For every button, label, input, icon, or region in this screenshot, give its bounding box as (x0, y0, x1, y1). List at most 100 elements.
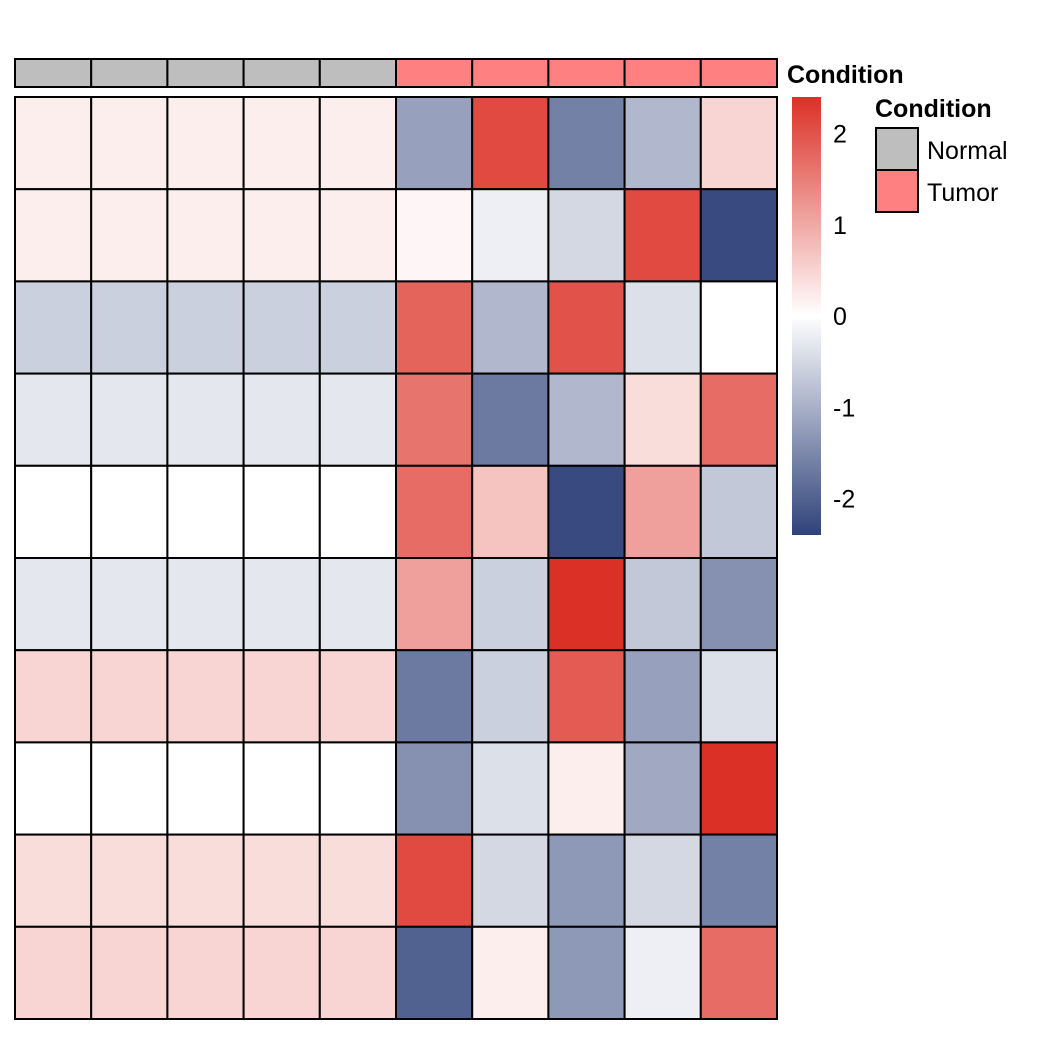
annotation-cell (395, 58, 474, 88)
heatmap-cell (623, 741, 702, 836)
heatmap-cell (471, 925, 550, 1020)
heatmap-cell (318, 741, 397, 836)
heatmap-cell (90, 96, 169, 191)
heatmap-cell (471, 372, 550, 467)
heatmap-cell (90, 464, 169, 559)
heatmap-cell (14, 925, 93, 1020)
color-scale-tick-label: 2 (833, 121, 847, 149)
heatmap-cell (242, 372, 321, 467)
heatmap-cell (547, 741, 626, 836)
heatmap-cell (623, 557, 702, 652)
heatmap-cell (14, 372, 93, 467)
heatmap-cell (623, 649, 702, 744)
heatmap-cell (318, 188, 397, 283)
heatmap-cell (395, 464, 474, 559)
heatmap-cell (318, 372, 397, 467)
annotation-cell (318, 58, 397, 88)
legend-swatch-tumor (875, 169, 919, 213)
heatmap-cell (90, 188, 169, 283)
heatmap-cell (471, 280, 550, 375)
heatmap-cell (547, 96, 626, 191)
heatmap-cell (318, 96, 397, 191)
heatmap-cell (547, 280, 626, 375)
heatmap-cell (166, 925, 245, 1020)
heatmap-cell (547, 464, 626, 559)
heatmap-cell (318, 280, 397, 375)
heatmap-cell (471, 741, 550, 836)
heatmap-cell (395, 925, 474, 1020)
heatmap-cell (699, 96, 778, 191)
heatmap-cell (242, 925, 321, 1020)
heatmap-cell (699, 833, 778, 928)
heatmap-cell (90, 649, 169, 744)
heatmap-cell (623, 464, 702, 559)
color-scale-tick-label: 1 (833, 212, 847, 240)
heatmap-cell (166, 741, 245, 836)
heatmap-cell (14, 96, 93, 191)
heatmap-cell (471, 833, 550, 928)
heatmap-cell (699, 557, 778, 652)
annotation-label: Condition (787, 61, 904, 89)
heatmap-cell (242, 557, 321, 652)
heatmap-cell (471, 557, 550, 652)
heatmap-cell (90, 925, 169, 1020)
heatmap-cell (14, 464, 93, 559)
annotation-cell (623, 58, 702, 88)
heatmap-cell (699, 280, 778, 375)
heatmap-cell (547, 188, 626, 283)
heatmap-cell (395, 96, 474, 191)
heatmap-cell (547, 649, 626, 744)
heatmap-cell (395, 833, 474, 928)
color-scale-tick-label: -2 (833, 486, 855, 514)
heatmap-cell (623, 280, 702, 375)
heatmap-cell (90, 372, 169, 467)
heatmap-cell (242, 280, 321, 375)
heatmap-cell (14, 280, 93, 375)
heatmap-cell (242, 188, 321, 283)
heatmap-cell (318, 925, 397, 1020)
heatmap-cell (395, 649, 474, 744)
heatmap-cell (623, 833, 702, 928)
annotation-cell (242, 58, 321, 88)
heatmap-cell (166, 649, 245, 744)
heatmap-cell (318, 557, 397, 652)
heatmap-cell (547, 372, 626, 467)
heatmap-cell (166, 280, 245, 375)
heatmap-cell (471, 649, 550, 744)
annotation-cell (547, 58, 626, 88)
heatmap-cell (318, 833, 397, 928)
legend-label-normal: Normal (927, 137, 1008, 165)
heatmap-cell (14, 188, 93, 283)
heatmap-cell (471, 188, 550, 283)
heatmap-cell (318, 464, 397, 559)
heatmap-cell (166, 96, 245, 191)
heatmap-cell (90, 741, 169, 836)
annotation-cell (14, 58, 93, 88)
heatmap-cell (14, 649, 93, 744)
heatmap-cell (395, 741, 474, 836)
heatmap-cell (90, 833, 169, 928)
condition-legend-items: Normal Tumor (875, 127, 1008, 213)
condition-legend: Condition Normal Tumor (875, 95, 1008, 213)
annotation-cell (699, 58, 778, 88)
heatmap-cell (547, 557, 626, 652)
annotation-bar (14, 58, 778, 88)
heatmap-cell (699, 464, 778, 559)
color-scale-bar (792, 97, 821, 535)
heatmap-cell (14, 741, 93, 836)
heatmap-cell (166, 833, 245, 928)
legend-swatch-normal (875, 127, 919, 171)
heatmap-cell (395, 280, 474, 375)
heatmap-cell (547, 925, 626, 1020)
heatmap-cell (395, 188, 474, 283)
annotation-cell (90, 58, 169, 88)
heatmap-cell (318, 649, 397, 744)
heatmap-cell (14, 557, 93, 652)
annotation-cell (166, 58, 245, 88)
heatmap-cell (471, 464, 550, 559)
annotation-cell (471, 58, 550, 88)
heatmap-cell (699, 741, 778, 836)
heatmap-cell (623, 96, 702, 191)
